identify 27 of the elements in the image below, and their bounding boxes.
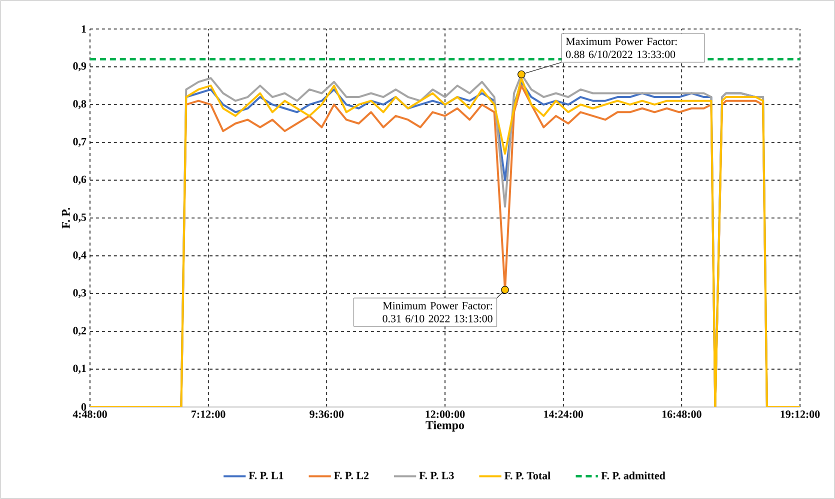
y-tick-label: 0,5 [73, 214, 86, 222]
x-tick-label: 16:48:00 [662, 410, 702, 418]
y-tick-label: 1 [82, 25, 86, 33]
legend-label: F. P. L1 [248, 472, 284, 480]
y-tick-label: 0,8 [73, 100, 86, 110]
y-tick-label: 0,7 [73, 138, 86, 147]
x-axis-title: Tiempo [426, 420, 464, 432]
x-tick-label: 19:12:00 [780, 410, 820, 418]
y-tick-label: 0 [81, 403, 86, 411]
legend-label: F. P. L2 [334, 472, 369, 480]
x-tick-label: 4:48:00 [72, 410, 107, 418]
y-tick-label: 0,9 [73, 62, 86, 72]
legend-label: F. P. L3 [419, 472, 454, 480]
annotation: Minimum Power Factor: 0.31 6/10 2022 13:13:00 [382, 302, 492, 322]
y-tick-label: 0,3 [73, 289, 86, 298]
legend-label: F. P. Total [504, 472, 550, 480]
x-tick-label: 14:24:00 [544, 410, 584, 418]
x-tick-label: 7:12:00 [192, 410, 226, 418]
annotation: Maximum Power Factor: 0.88 6/10/2022 13:33:00 [566, 38, 677, 58]
y-tick-label: 0,1 [73, 364, 86, 374]
y-tick-label: 0,6 [73, 176, 86, 185]
x-tick-label: 9:36:00 [310, 410, 344, 418]
y-axis-title: F. P. [62, 208, 70, 228]
y-tick-label: 0,4 [73, 251, 86, 260]
x-tick-label: 12:00:00 [426, 410, 465, 418]
y-tick-label: 0,2 [73, 326, 86, 336]
legend-label: F. P. admitted [601, 472, 666, 480]
